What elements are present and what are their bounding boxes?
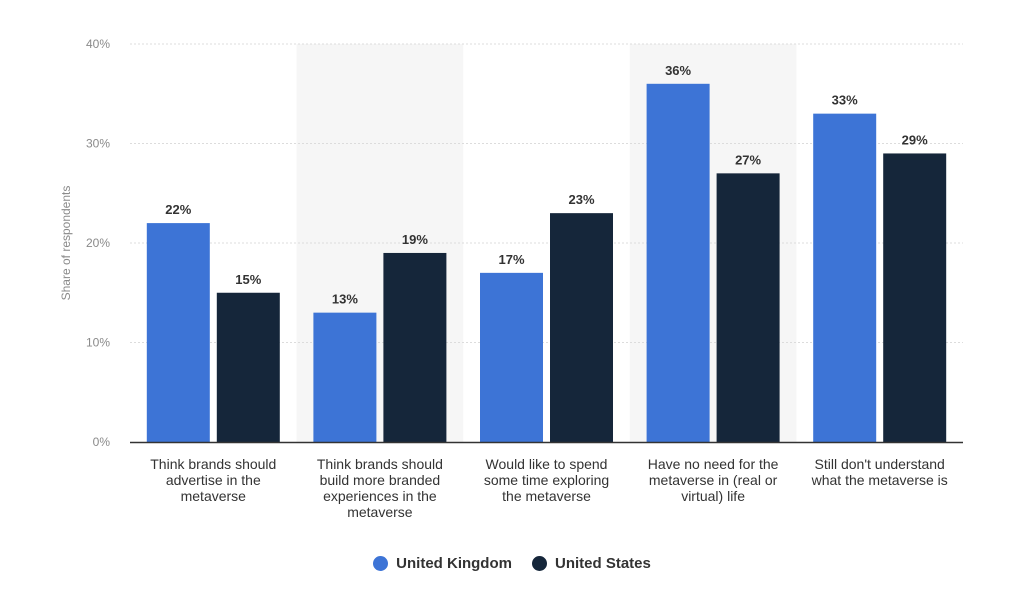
category-label-line: advertise in the [166, 472, 261, 488]
legend-item-uk[interactable]: United Kingdom [373, 555, 512, 572]
gridlines [130, 43, 963, 343]
data-label-uk-4: 33% [832, 93, 858, 108]
y-tick-label: 40% [86, 37, 110, 51]
category-label-line: build more branded [320, 472, 441, 488]
bar-us-3 [716, 173, 780, 442]
bar-chart: 0% 10% 20% 30% 40% Share of respondents 22% 1… [59, 37, 963, 520]
data-label-us-2: 23% [568, 192, 594, 207]
y-tick-labels: 0% 10% 20% 30% 40% [86, 37, 110, 449]
category-label-line: what the metaverse is [811, 472, 948, 488]
category-labels: Think brands should advertise in the metav… [150, 456, 948, 520]
category-label-line: some time exploring [484, 472, 609, 488]
data-label-us-3: 27% [735, 152, 761, 167]
bar-us-2 [550, 213, 613, 442]
category-label-line: experiences in the [323, 488, 437, 504]
category-label-line: Would like to spend [486, 456, 608, 472]
data-label-us-1: 19% [402, 232, 428, 247]
bar-uk-4 [813, 113, 877, 443]
legend-item-us[interactable]: United States [531, 554, 651, 572]
category-label-4: Still don't understand what the metaverse… [811, 456, 948, 488]
category-label-line: Have no need for the [648, 456, 779, 472]
data-label-uk-0: 22% [165, 202, 191, 217]
category-label-0: Think brands should advertise in the metav… [150, 456, 276, 504]
data-label-us-0: 15% [235, 272, 261, 287]
y-tick-label: 30% [86, 137, 110, 151]
bar-uk-2 [480, 272, 543, 442]
category-label-line: metaverse [347, 504, 413, 520]
category-label-line: Think brands should [150, 456, 276, 472]
category-label-line: metaverse [181, 488, 247, 504]
category-label-line: virtual) life [681, 488, 745, 504]
data-label-us-4: 29% [902, 132, 928, 147]
category-label-line: metaverse in (real or [649, 472, 778, 488]
legend-dot-us [531, 555, 547, 571]
data-label-uk-2: 17% [498, 252, 524, 267]
category-label-line: Still don't understand [815, 456, 945, 472]
bar-uk-3 [646, 83, 710, 443]
y-axis-title: Share of respondents [59, 186, 73, 301]
bar-us-4 [883, 153, 947, 442]
category-label-line: the metaverse [502, 488, 591, 504]
bar-uk-0 [146, 223, 210, 442]
legend: United Kingdom United States [0, 551, 1024, 575]
y-tick-label: 0% [93, 435, 111, 449]
bar-us-0 [216, 292, 280, 442]
legend-dot-uk [373, 555, 389, 571]
bar-us-1 [383, 252, 447, 442]
legend-label-uk: United Kingdom [396, 554, 512, 572]
category-label-3: Have no need for the metaverse in (real o… [648, 456, 779, 504]
y-tick-label: 20% [86, 236, 110, 250]
bars [146, 83, 947, 443]
category-label-line: Think brands should [317, 456, 443, 472]
data-label-uk-3: 36% [665, 63, 691, 78]
y-tick-label: 10% [86, 336, 110, 350]
legend-label-us: United States [554, 554, 651, 572]
category-label-1: Think brands should build more branded exp… [317, 456, 443, 520]
bar-uk-1 [313, 312, 377, 442]
data-label-uk-1: 13% [332, 292, 358, 307]
category-label-2: Would like to spend some time exploring th… [484, 456, 609, 504]
data-labels: 22% 15% 13% 19% 17% 23% 36% 27% 33% 29% [165, 63, 928, 307]
